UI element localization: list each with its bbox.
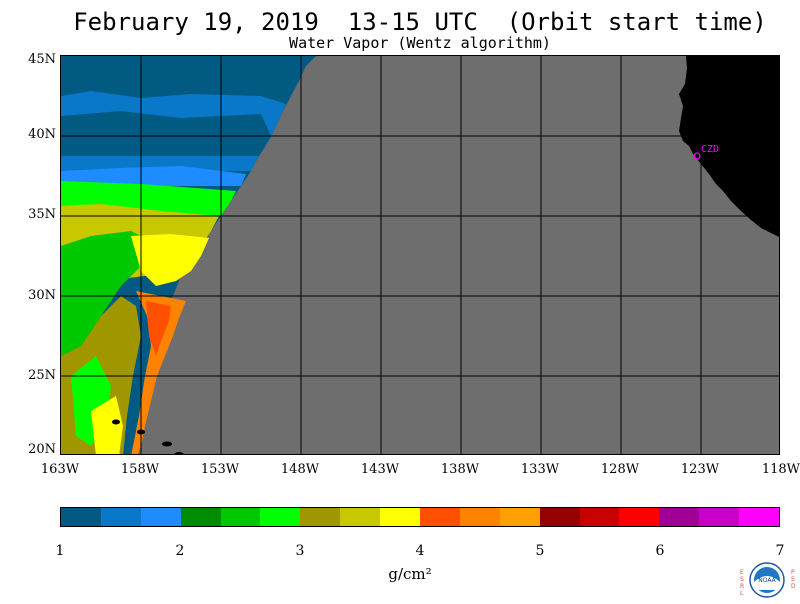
swath-orange-band bbox=[131, 291, 186, 454]
colorbar-segment-10 bbox=[420, 508, 460, 526]
colorbar-tick-4: 4 bbox=[415, 543, 425, 559]
water-vapor-map: CZD bbox=[60, 55, 780, 455]
colorbar-tick-1: 1 bbox=[55, 543, 65, 559]
colorbar-tick-5: 5 bbox=[535, 543, 545, 559]
page-title: February 19, 2019 13-15 UTC (Orbit start… bbox=[73, 8, 767, 36]
hawaiian-islands bbox=[112, 419, 184, 454]
swath-red-orange-core bbox=[146, 301, 171, 356]
graticule bbox=[61, 56, 779, 454]
colorbar-segment-17 bbox=[699, 508, 740, 526]
colorbar-segment-11 bbox=[459, 508, 500, 526]
lon-label-153w: 153W bbox=[200, 462, 240, 477]
psd-letter-s: S bbox=[791, 576, 795, 583]
lon-label-123w: 123W bbox=[680, 462, 720, 477]
lat-label-25n: 25N bbox=[28, 368, 56, 383]
colorbar-segment-9 bbox=[380, 508, 421, 526]
esrl-letter-l: L bbox=[740, 590, 744, 597]
colorbar-segment-16 bbox=[659, 508, 700, 526]
colorbar-segment-7 bbox=[300, 508, 341, 526]
lon-label-118w: 118W bbox=[761, 462, 800, 477]
esrl-letter-e: E bbox=[740, 569, 744, 576]
island-oahu bbox=[137, 429, 145, 435]
colorbar-segment-3 bbox=[140, 508, 181, 526]
station-czd-label: CZD bbox=[701, 144, 720, 155]
island-hawaii bbox=[174, 452, 184, 454]
colorbar-tick-3: 3 bbox=[295, 543, 305, 559]
data-swath bbox=[61, 56, 316, 454]
psd-letter-p: P bbox=[791, 569, 795, 576]
colorbar-segment-5 bbox=[220, 508, 261, 526]
colorbar-segment-6 bbox=[260, 508, 301, 526]
island-kauai bbox=[112, 419, 120, 425]
swath-light-blue-band bbox=[61, 166, 246, 186]
noaa-logo-text: NOAA bbox=[758, 577, 776, 584]
colorbar-tick-7: 7 bbox=[775, 543, 785, 559]
colorbar-segment-13 bbox=[539, 508, 580, 526]
station-czd-marker bbox=[693, 152, 701, 160]
colorbar-segment-18 bbox=[739, 508, 780, 526]
lon-label-148w: 148W bbox=[280, 462, 320, 477]
north-america-land bbox=[679, 56, 779, 237]
colorbar-segment-14 bbox=[579, 508, 620, 526]
lon-label-138w: 138W bbox=[440, 462, 480, 477]
swath-dark-blue-2 bbox=[61, 111, 271, 156]
esrl-letter-s: S bbox=[740, 576, 744, 583]
noaa-logo-graphic: NOAA E S R L P S D bbox=[740, 562, 797, 598]
lon-label-133w: 133W bbox=[520, 462, 560, 477]
esrl-text: E S R L bbox=[740, 569, 746, 597]
colorbar bbox=[60, 507, 780, 527]
colorbar-tick-6: 6 bbox=[655, 543, 665, 559]
lat-label-35n: 35N bbox=[28, 207, 56, 222]
swath-yellow-core bbox=[131, 234, 209, 286]
lat-label-40n: 40N bbox=[28, 127, 56, 142]
swath-green-mid bbox=[61, 231, 151, 356]
lon-label-128w: 128W bbox=[600, 462, 640, 477]
colorbar-segment-12 bbox=[499, 508, 540, 526]
swath-yellow-south bbox=[91, 396, 123, 454]
colorbar-segment-4 bbox=[180, 508, 221, 526]
colorbar-units: g/cm² bbox=[388, 565, 432, 583]
colorbar-segment-8 bbox=[340, 508, 381, 526]
noaa-logo: NOAA E S R L P S D bbox=[735, 560, 799, 600]
lat-label-45n: 45N bbox=[28, 52, 56, 67]
lon-label-163w: 163W bbox=[40, 462, 80, 477]
island-maui bbox=[162, 441, 172, 447]
lat-label-20n: 20N bbox=[28, 442, 56, 457]
colorbar-segment-15 bbox=[619, 508, 660, 526]
lat-label-30n: 30N bbox=[28, 288, 56, 303]
esrl-letter-r: R bbox=[740, 583, 744, 590]
page-subtitle: Water Vapor (Wentz algorithm) bbox=[289, 34, 551, 52]
colorbar-segment-1 bbox=[61, 508, 101, 526]
psd-letter-d: D bbox=[791, 583, 796, 590]
noaa-logo-gull bbox=[754, 576, 780, 590]
psd-text: P S D bbox=[791, 569, 797, 590]
lon-label-143w: 143W bbox=[360, 462, 400, 477]
colorbar-tick-2: 2 bbox=[175, 543, 185, 559]
lon-label-158w: 158W bbox=[120, 462, 160, 477]
colorbar-segment-2 bbox=[100, 508, 141, 526]
map-canvas bbox=[61, 56, 779, 454]
